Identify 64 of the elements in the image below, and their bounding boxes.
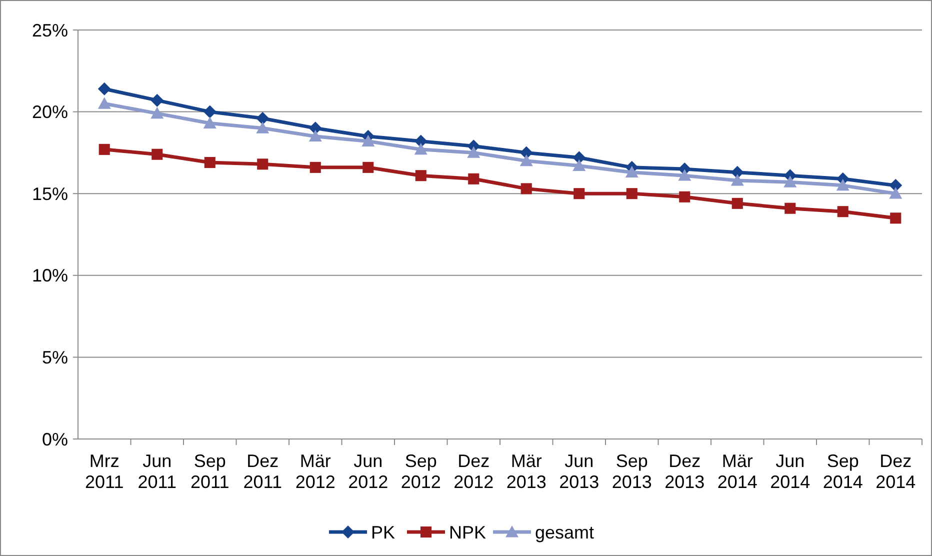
point [625, 166, 638, 178]
point [257, 158, 268, 170]
x-tick-label: Jun 2012 [348, 451, 388, 492]
point [415, 170, 426, 182]
x-tick-label: Mär 2012 [295, 451, 336, 492]
point [890, 212, 902, 224]
point [362, 134, 375, 146]
x-tick-label: Jun 2011 [138, 451, 176, 492]
point [203, 116, 216, 128]
point [836, 178, 850, 191]
point [732, 198, 743, 209]
point [784, 202, 796, 214]
point [204, 156, 216, 168]
point [150, 106, 164, 119]
point [98, 97, 111, 109]
point [203, 105, 216, 118]
point [889, 187, 902, 199]
x-tick-label: Mrz 2011 [85, 451, 124, 492]
point [98, 144, 110, 155]
x-tick-label: Sep 2012 [400, 451, 441, 492]
x-tick-label: Sep 2013 [612, 451, 652, 492]
point [520, 154, 533, 166]
x-tick-label: Jun 2014 [770, 451, 810, 492]
point [626, 188, 638, 200]
y-tick-label: 5% [42, 348, 68, 368]
x-tick-label: Dez 2013 [664, 451, 705, 492]
point [150, 94, 164, 107]
point [310, 162, 321, 173]
y-tick-label: 15% [32, 184, 68, 204]
legend-label: NPK [449, 522, 486, 542]
point [308, 130, 322, 142]
point [256, 122, 270, 134]
point [730, 174, 744, 186]
point [520, 183, 532, 194]
x-tick-label: Sep 2011 [190, 451, 230, 492]
x-tick-label: Dez 2011 [243, 451, 282, 492]
point [98, 82, 111, 96]
point [362, 162, 374, 173]
point [152, 148, 163, 160]
x-tick-label: Mär 2013 [506, 451, 546, 492]
point [679, 191, 690, 202]
point [467, 146, 480, 158]
point [308, 122, 322, 135]
x-tick-label: Jun 2013 [559, 451, 600, 492]
point [572, 159, 586, 171]
y-tick-label: 0% [42, 429, 68, 450]
point [468, 173, 480, 184]
x-tick-label: Dez 2012 [454, 451, 494, 492]
y-tick-label: 10% [32, 266, 68, 286]
point [678, 169, 692, 181]
y-tick-label: 25% [32, 20, 68, 40]
x-tick-label: Sep 2014 [822, 451, 863, 492]
point [574, 188, 585, 200]
legend-label: PK [371, 522, 396, 542]
point [784, 176, 797, 188]
point [256, 112, 270, 125]
legend-label: gesamt [535, 522, 594, 542]
point [520, 146, 533, 160]
point [837, 206, 848, 218]
point [414, 142, 428, 155]
y-tick-label: 20% [32, 102, 68, 122]
x-tick-label: Mär 2014 [717, 451, 758, 492]
point [572, 151, 586, 164]
x-tick-label: Dez 2014 [876, 451, 916, 492]
